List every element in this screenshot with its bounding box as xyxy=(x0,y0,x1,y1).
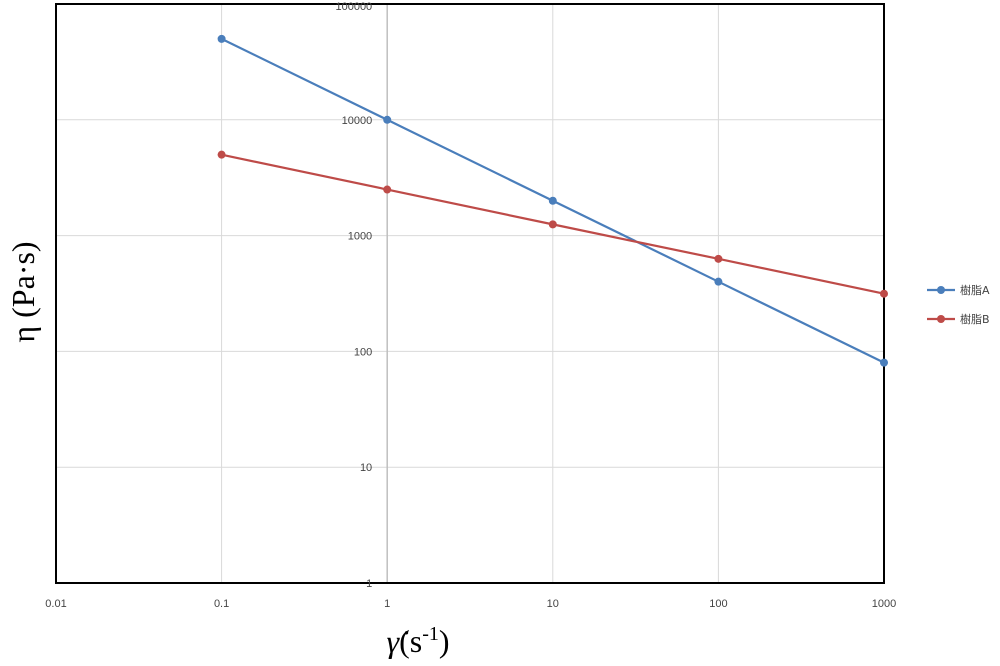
data-point xyxy=(217,150,226,159)
data-point xyxy=(880,358,888,367)
x-axis-label-unit-open: (s xyxy=(399,623,422,659)
x-tick-label: 0.1 xyxy=(214,598,229,610)
grid xyxy=(56,4,884,583)
x-tick-label: 0.01 xyxy=(45,598,66,610)
y-tick-label: 10000 xyxy=(342,115,373,127)
series-layer xyxy=(217,34,888,367)
legend-label-0: 樹脂A xyxy=(960,283,990,297)
x-tick-label: 1000 xyxy=(872,598,896,610)
x-axis-ticks: 0.01 0.1 1 10 100 1000 xyxy=(45,598,896,610)
legend-marker-1 xyxy=(937,315,945,323)
x-tick-label: 100 xyxy=(709,598,727,610)
legend: 樹脂A 樹脂B xyxy=(927,283,990,326)
y-axis-label: η (Pa·s) xyxy=(5,241,41,342)
data-point xyxy=(383,185,392,194)
x-axis-label-unit-exp: -1 xyxy=(422,623,439,645)
legend-label-1: 樹脂B xyxy=(960,312,990,326)
data-point xyxy=(548,220,557,229)
legend-marker-0 xyxy=(937,286,945,294)
plot-area-frame xyxy=(55,3,885,584)
y-tick-label: 10 xyxy=(360,462,372,474)
data-point xyxy=(714,277,723,286)
svg-text:γ̇(s-1): γ̇(s-1) xyxy=(386,623,449,659)
data-point xyxy=(217,34,226,43)
x-tick-label: 1 xyxy=(384,598,390,610)
y-tick-label: 1 xyxy=(366,578,372,590)
x-axis-label-unit-close: ) xyxy=(439,623,450,659)
data-point xyxy=(880,289,888,298)
data-point xyxy=(383,115,392,124)
data-point xyxy=(714,254,723,263)
y-tick-label: 100000 xyxy=(335,1,372,13)
x-axis-label: γ̇(s-1) xyxy=(386,623,449,659)
x-tick-label: 10 xyxy=(547,598,559,610)
data-point xyxy=(548,196,557,205)
y-tick-label: 1000 xyxy=(348,231,372,243)
y-axis-ticks: 1 10 100 1000 10000 100000 xyxy=(335,1,372,590)
y-tick-label: 100 xyxy=(354,346,372,358)
